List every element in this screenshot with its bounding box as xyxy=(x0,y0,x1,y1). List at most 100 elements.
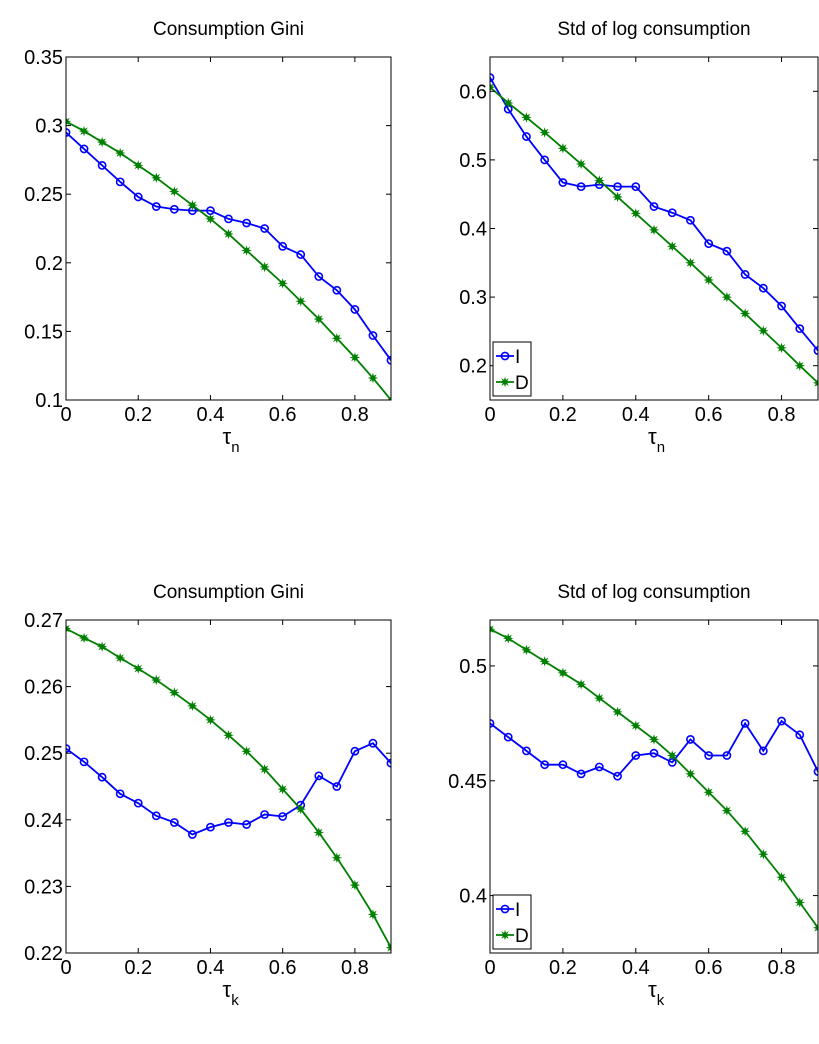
data-point xyxy=(777,301,786,311)
data-point xyxy=(630,208,642,219)
y-tick-label: 0.35 xyxy=(24,47,63,69)
data-point xyxy=(648,224,660,236)
data-point xyxy=(740,270,750,279)
data-point xyxy=(795,730,805,740)
data-point xyxy=(79,757,89,767)
chart-panel-4: Std of log consumption 0 0.2 0.4 0.6 0.8 0.4 0.… xyxy=(448,582,819,1009)
x-tick-label: 0 xyxy=(484,957,495,979)
data-point xyxy=(277,278,288,289)
data-point xyxy=(224,214,233,224)
chart-panel-3: Consumption Gini 0 0.2 0.4 0.6 0.8 0.22 0.23 0.2… xyxy=(24,582,392,1009)
data-point xyxy=(151,811,161,821)
y-tick-label: 0.15 xyxy=(24,321,63,343)
chart-panel-1: Consumption Gini 0 0.2 0.4 0.6 0.8 0.1 0.15 0.2 0… xyxy=(24,19,392,456)
data-point xyxy=(132,663,144,674)
data-point xyxy=(332,285,342,295)
y-tick-label: 0.27 xyxy=(24,610,63,632)
axes-box xyxy=(489,619,819,954)
chart-title: Consumption Gini xyxy=(153,582,304,603)
series-line xyxy=(490,77,818,352)
data-point xyxy=(96,641,108,652)
data-point xyxy=(795,324,805,334)
data-point xyxy=(703,786,714,798)
x-tick-label: 0.4 xyxy=(622,404,650,426)
series-line-2 xyxy=(66,623,391,953)
y-tick-label: 0.3 xyxy=(459,287,487,309)
data-point xyxy=(97,772,107,782)
data-point xyxy=(667,208,677,218)
data-point xyxy=(223,228,234,240)
data-point xyxy=(66,116,72,127)
y-tick-label: 0.26 xyxy=(24,677,63,699)
data-point xyxy=(813,767,818,776)
legend-swatch-marker xyxy=(499,376,511,388)
data-point xyxy=(367,372,379,384)
data-point xyxy=(260,224,270,233)
data-point xyxy=(490,623,496,635)
series-line xyxy=(66,131,391,361)
data-point xyxy=(503,732,513,742)
data-point xyxy=(241,245,252,256)
data-point xyxy=(295,803,306,815)
data-point xyxy=(666,750,678,761)
data-point xyxy=(612,706,623,718)
x-tick-label: 0 xyxy=(60,957,71,979)
data-point xyxy=(132,160,144,171)
data-point xyxy=(539,127,550,138)
chart-title: Std of log consumption xyxy=(557,582,750,603)
data-point xyxy=(722,246,732,256)
data-point xyxy=(350,746,360,756)
x-tick-label: 0.8 xyxy=(341,404,369,426)
legend-label: D xyxy=(515,926,529,947)
data-point xyxy=(576,769,586,779)
x-tick-label: 0.4 xyxy=(197,957,225,979)
x-tick-label: 0.2 xyxy=(124,957,152,979)
y-tick-label: 0.25 xyxy=(24,184,63,206)
x-axis-label: τk xyxy=(223,977,240,1009)
data-point xyxy=(169,204,179,214)
data-point xyxy=(242,820,251,829)
data-point xyxy=(813,346,818,356)
data-point xyxy=(649,202,659,211)
chart-title: Consumption Gini xyxy=(153,19,304,40)
legend: ID xyxy=(492,894,532,950)
data-point xyxy=(685,768,696,780)
x-tick-label: 0.6 xyxy=(695,957,723,979)
data-point xyxy=(539,656,550,667)
data-point xyxy=(776,871,787,883)
y-tick-label: 0.24 xyxy=(24,810,63,832)
data-point xyxy=(295,295,306,307)
data-point xyxy=(114,652,126,664)
data-point xyxy=(776,342,787,354)
chart-panel-2: Std of log consumption 0 0.2 0.4 0.6 0.8 0.2 0.… xyxy=(459,19,819,456)
data-point xyxy=(703,274,714,286)
x-axis-label-subscript: n xyxy=(231,439,239,456)
data-point xyxy=(613,771,622,781)
data-point xyxy=(613,182,622,192)
data-point xyxy=(151,202,161,211)
series-line xyxy=(66,120,391,400)
legend-label: I xyxy=(515,900,520,921)
data-point xyxy=(331,333,343,344)
data-point xyxy=(169,186,180,197)
data-point xyxy=(758,283,768,293)
data-point xyxy=(740,718,750,728)
data-point xyxy=(686,735,695,744)
data-point xyxy=(66,623,72,634)
legend-swatch-marker xyxy=(500,904,510,914)
data-point xyxy=(331,852,343,864)
data-point xyxy=(169,687,180,698)
data-point xyxy=(722,751,732,760)
data-point xyxy=(612,191,623,203)
data-point xyxy=(78,632,90,644)
data-point xyxy=(739,826,751,837)
x-tick-label: 0.6 xyxy=(269,957,297,979)
data-point xyxy=(259,261,270,273)
data-point xyxy=(649,748,659,758)
data-point xyxy=(133,192,143,202)
data-point xyxy=(812,922,818,934)
data-point xyxy=(630,720,642,731)
axes-box xyxy=(65,619,392,954)
x-tick-label: 0.8 xyxy=(768,957,796,979)
